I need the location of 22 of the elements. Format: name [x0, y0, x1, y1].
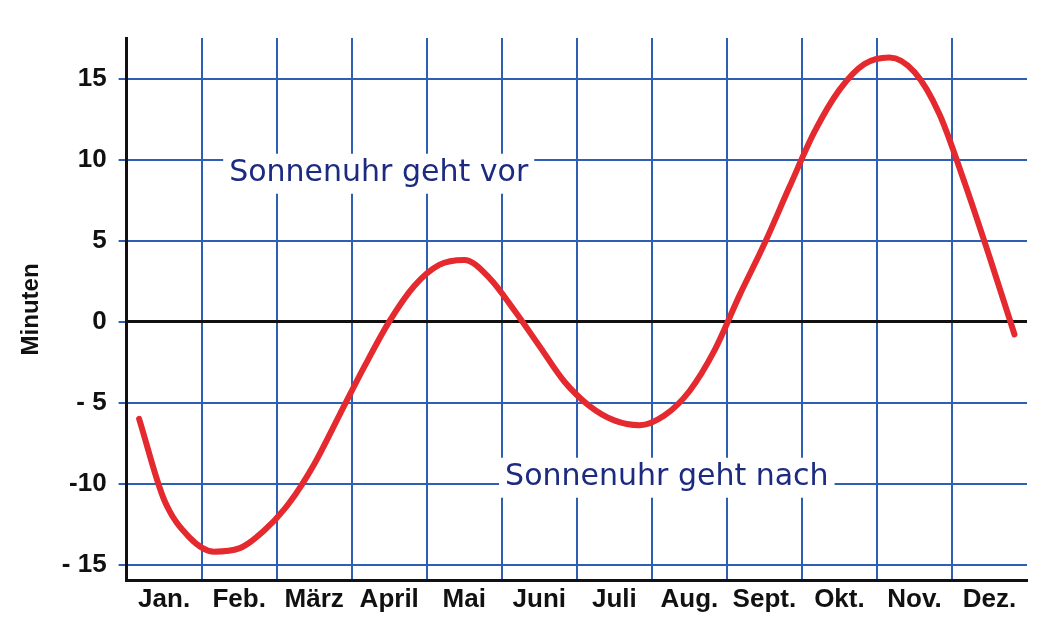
x-tick-label: Mai [442, 582, 486, 613]
x-tick-label: Dez. [962, 582, 1017, 613]
y-tick-label: 15 [77, 61, 107, 92]
y-tick-label: -10 [69, 466, 107, 497]
x-tick-label: Nov. [887, 582, 942, 613]
annotation: Sonnenuhr geht vor [229, 153, 529, 189]
y-tick-label: - 5 [76, 385, 107, 416]
x-tick-label: Sept. [732, 582, 797, 613]
y-tick-label: - 15 [61, 547, 107, 578]
x-tick-label: Jan. [138, 582, 191, 613]
x-tick-label: Aug. [660, 582, 719, 613]
x-tick-label: April [359, 582, 419, 613]
x-tick-label: März [284, 582, 344, 613]
y-tick-label: 0 [92, 304, 107, 335]
x-tick-label: Juni [512, 582, 567, 613]
y-axis-title: Minuten [16, 263, 44, 356]
annotation: Sonnenuhr geht nach [505, 457, 829, 493]
x-tick-label: Juli [591, 582, 637, 613]
x-tick-label: Feb. [212, 582, 266, 613]
y-tick-label: 5 [92, 223, 107, 254]
x-tick-label: Okt. [814, 582, 865, 613]
y-tick-label: 10 [77, 142, 107, 173]
